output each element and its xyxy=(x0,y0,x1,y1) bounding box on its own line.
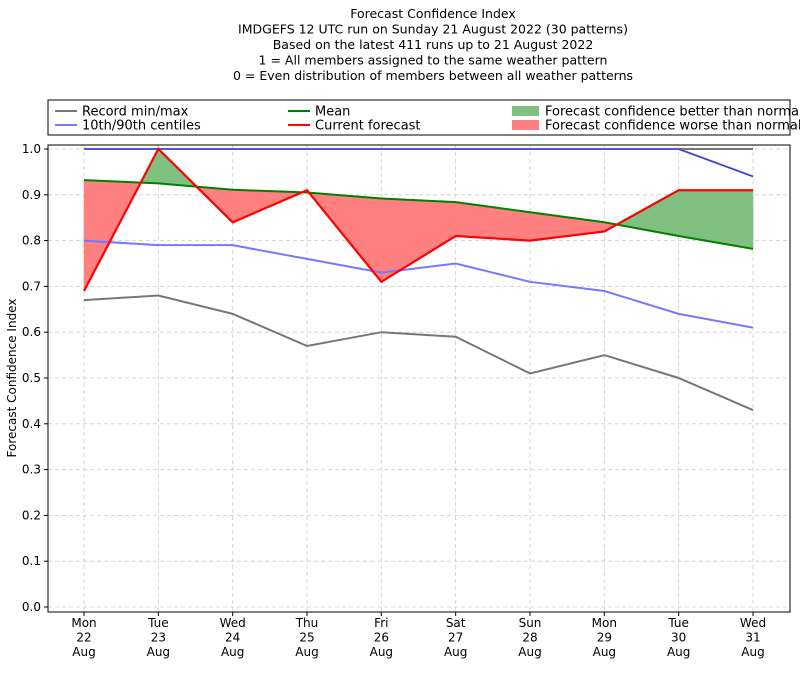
better-than-normal-fill xyxy=(615,189,679,237)
series-lines xyxy=(83,147,754,411)
legend-label: Mean xyxy=(315,105,350,120)
x-tick-label: 23 xyxy=(151,631,166,645)
centile-90-overlap-line xyxy=(84,148,754,177)
y-tick-label: 0.1 xyxy=(22,554,41,568)
x-tick-label: Aug xyxy=(444,645,467,659)
x-tick-label: Aug xyxy=(370,645,393,659)
better-than-normal-fill xyxy=(678,189,754,250)
x-tick-label: 22 xyxy=(76,631,91,645)
y-axis-label: Forecast Confidence Index xyxy=(5,299,19,458)
legend-label: Record min/max xyxy=(82,105,189,120)
record-min-line xyxy=(83,294,754,411)
x-tick-label: 27 xyxy=(448,631,463,645)
x-tick-label: Aug xyxy=(518,645,541,659)
y-tick-label: 0.0 xyxy=(22,600,41,614)
confidence-fills xyxy=(83,148,754,292)
x-tick-label: 31 xyxy=(745,631,760,645)
y-tick-label: 0.3 xyxy=(22,463,41,477)
y-tick-label: 0.6 xyxy=(22,325,41,339)
x-tick-label: Aug xyxy=(147,645,170,659)
title-line: Forecast Confidence Index xyxy=(350,6,516,21)
x-tick-label: Sun xyxy=(519,616,542,630)
y-tick-label: 0.7 xyxy=(22,279,41,293)
legend-box xyxy=(47,99,791,136)
x-tick-label: Mon xyxy=(592,616,617,630)
legend-label: Forecast confidence better than normal xyxy=(545,105,800,120)
x-tick-label: Tue xyxy=(667,616,689,630)
x-tick-label: 24 xyxy=(225,631,240,645)
title-line: IMDGEFS 12 UTC run on Sunday 21 August 2… xyxy=(238,22,628,37)
x-tick-label: Wed xyxy=(220,616,246,630)
x-tick-label: Aug xyxy=(295,645,318,659)
centile-10-line xyxy=(83,239,754,329)
x-tick-label: Tue xyxy=(147,616,169,630)
title-line: 1 = All members assigned to the same wea… xyxy=(259,53,608,68)
legend-swatch xyxy=(512,106,539,116)
legend-label: Current forecast xyxy=(315,119,421,134)
x-tick-label: Aug xyxy=(72,645,95,659)
legend-label: 10th/90th centiles xyxy=(82,119,201,134)
x-tick-label: Aug xyxy=(667,645,690,659)
y-tick-label: 0.5 xyxy=(22,371,41,385)
y-tick-label: 0.9 xyxy=(22,188,41,202)
legend: Record min/max Mean Forecast confidence be… xyxy=(55,105,800,134)
legend-swatch xyxy=(512,120,539,130)
x-tick-label: Sat xyxy=(446,616,466,630)
x-tick-label: 28 xyxy=(522,631,537,645)
x-tick-label: Fri xyxy=(374,616,388,630)
x-tick-label: Aug xyxy=(593,645,616,659)
centile-90-line xyxy=(84,148,754,178)
x-tick-label: 29 xyxy=(597,631,612,645)
worse-than-normal-fill xyxy=(381,198,456,283)
x-tick-label: 25 xyxy=(299,631,314,645)
y-tick-label: 0.4 xyxy=(22,417,41,431)
x-tick-label: Thu xyxy=(295,616,319,630)
x-tick-label: Aug xyxy=(741,645,764,659)
title-line: 0 = Even distribution of members between… xyxy=(233,68,633,83)
title-line: Based on the latest 411 runs up to 21 Au… xyxy=(273,37,594,52)
current-forecast-line xyxy=(83,147,753,292)
y-tick-label: 0.2 xyxy=(22,508,41,522)
legend-label: Forecast confidence worse than normal xyxy=(545,119,800,134)
x-tick-label: 30 xyxy=(671,631,686,645)
y-tick-label: 0.8 xyxy=(22,234,41,248)
x-tick-label: Wed xyxy=(740,616,766,630)
axis-ticks: 0.00.10.20.30.40.50.60.70.80.91.0Mon22Au… xyxy=(22,142,766,659)
x-tick-label: Mon xyxy=(71,616,96,630)
x-tick-label: Aug xyxy=(221,645,244,659)
x-tick-label: 26 xyxy=(374,631,389,645)
y-tick-label: 1.0 xyxy=(22,142,41,156)
